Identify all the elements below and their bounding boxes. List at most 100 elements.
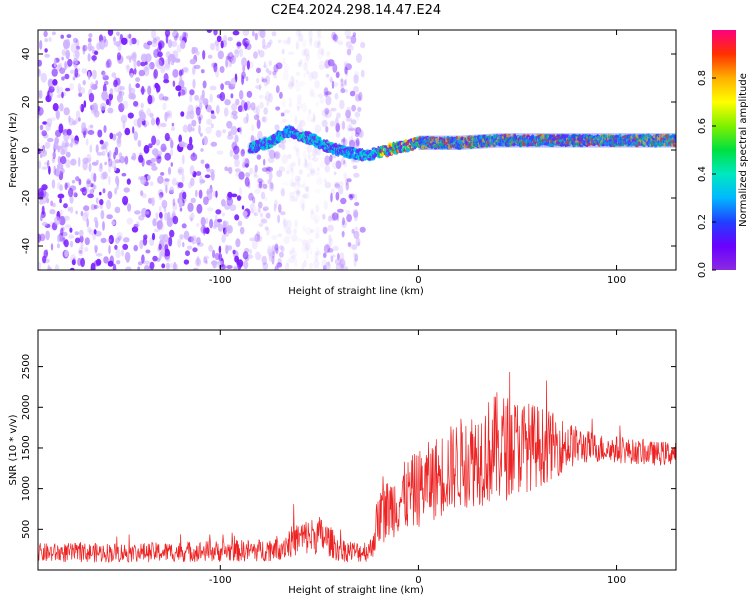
spectrogram-noise-blob (340, 121, 345, 130)
spectrogram-band (454, 135, 457, 150)
spectrogram-noise-blob (93, 204, 100, 209)
spectrogram-noise-blob (307, 173, 310, 178)
spectrogram-noise-blob (93, 204, 98, 210)
spectrogram-noise-blob (299, 198, 306, 209)
spectrogram-noise-blob (215, 129, 222, 138)
spectrogram-noise-blob (63, 239, 69, 248)
spectrogram-band (561, 133, 564, 148)
spectrogram-noise-blob (252, 200, 256, 207)
spectrogram-noise-blob (199, 94, 205, 101)
spectrogram-noise-blob (151, 165, 158, 171)
spectrogram-band (480, 134, 483, 149)
spectrogram-noise-blob (343, 79, 347, 86)
spectrogram-noise-blob (313, 259, 320, 269)
spectrogram-noise-blob (54, 216, 61, 226)
spectrogram-noise-blob (254, 188, 261, 194)
spectrogram-noise-blob (75, 176, 80, 182)
spectrogram-noise-blob (100, 210, 105, 220)
spectrogram-band (461, 135, 464, 150)
spectrogram-band (466, 135, 469, 150)
spectrogram-signal-blob (288, 124, 291, 130)
spectrogram-band (549, 133, 552, 148)
spectrogram-noise-blob (278, 251, 284, 258)
spectrogram-noise-blob (54, 168, 60, 177)
spectrogram-noise-blob (109, 88, 114, 95)
spectrogram-noise-blob (50, 243, 54, 251)
spectrogram-noise-blob (268, 251, 275, 259)
spectrogram-noise-blob (69, 206, 74, 214)
spectrogram-noise-blob (263, 77, 268, 87)
spectrogram-noise-blob (53, 140, 59, 151)
spectrogram-noise-blob (140, 190, 144, 197)
spectrogram-noise-blob (88, 33, 93, 38)
spectrogram-band (582, 133, 585, 148)
spectrogram-noise-blob (107, 107, 114, 114)
spectrogram-noise-blob (41, 166, 48, 170)
spectrogram-band (444, 135, 448, 150)
spectrogram-noise-blob (43, 30, 48, 38)
spectrogram-noise-blob (305, 185, 310, 195)
spectrogram-noise-blob (54, 264, 60, 270)
spectrogram-noise-blob (242, 251, 249, 260)
spectrogram-noise-blob (61, 91, 64, 99)
spectrogram-noise-blob (56, 85, 60, 94)
spectrogram-noise-blob (283, 71, 289, 81)
spectrogram-noise-blob (235, 171, 239, 177)
spectrogram-noise-blob (206, 30, 212, 33)
spectrogram-noise-blob (287, 164, 293, 173)
spectrogram-noise-blob (102, 188, 106, 194)
spectrogram-noise-blob (208, 244, 214, 252)
spectrogram-noise-blob (227, 36, 233, 42)
spectrogram-noise-blob (207, 54, 213, 59)
spectrogram-noise-blob (215, 69, 220, 78)
spectrogram-band (423, 135, 426, 150)
spectrogram-noise-blob (345, 41, 352, 48)
spectrogram-noise-blob (139, 88, 147, 93)
snr-y-label: SNR (10 * v/v) (8, 414, 19, 485)
spectrogram-noise-blob (195, 106, 201, 116)
spectrogram-noise-blob (246, 113, 249, 123)
spectrogram-noise-blob (56, 64, 63, 72)
spectrogram-noise-blob (260, 191, 266, 200)
spectrogram-noise-blob (61, 49, 67, 56)
spectrogram-noise-blob (335, 71, 340, 79)
spectrogram-noise-blob (51, 157, 56, 163)
spectrogram-noise-blob (341, 138, 346, 143)
spectrogram-noise-blob (202, 98, 209, 106)
spectrogram-noise-blob (295, 79, 299, 84)
spectrogram-noise-blob (258, 201, 263, 209)
spectrogram-noise-blob (114, 159, 121, 164)
spectrogram-band (584, 133, 588, 148)
spectrogram-noise-blob (308, 36, 314, 43)
spectrogram-noise-blob (220, 39, 228, 48)
spectrogram-noise-blob (313, 146, 317, 157)
spectrogram-noise-blob (261, 167, 269, 172)
spectrogram-noise-blob (44, 53, 50, 58)
spectrogram-noise-blob (44, 161, 48, 166)
spectrogram-noise-blob (215, 44, 220, 52)
spectrogram-noise-blob (40, 188, 47, 198)
spectrogram-noise-blob (285, 219, 292, 230)
spectrogram-noise-blob (162, 102, 167, 111)
spectrogram-band (646, 133, 650, 148)
spectrogram-band (563, 133, 566, 148)
spectrogram-noise-blob (295, 42, 299, 50)
spectrogram-noise-blob (186, 245, 193, 250)
spectrogram-noise-blob (306, 114, 312, 122)
spectrogram-noise-blob (81, 68, 88, 74)
spectrogram-noise-blob (306, 70, 310, 75)
spectrogram-band (544, 133, 547, 148)
spectrogram-noise-blob (38, 160, 42, 169)
spectrogram-noise-blob (59, 215, 66, 226)
spectrogram-noise-blob (276, 170, 283, 178)
spectrogram-noise-blob (329, 77, 333, 84)
spectrogram-noise-blob (308, 153, 316, 161)
spectrogram-noise-blob (323, 265, 327, 270)
spectrogram-noise-blob (224, 99, 231, 106)
spectrogram-noise-blob (207, 207, 214, 212)
spectrogram-noise-blob (322, 226, 328, 234)
spectrogram-noise-blob (339, 99, 345, 110)
spectrogram-noise-blob (87, 37, 92, 43)
x-tick-label: -100 (209, 275, 232, 286)
spectrogram-noise-blob (309, 248, 313, 256)
